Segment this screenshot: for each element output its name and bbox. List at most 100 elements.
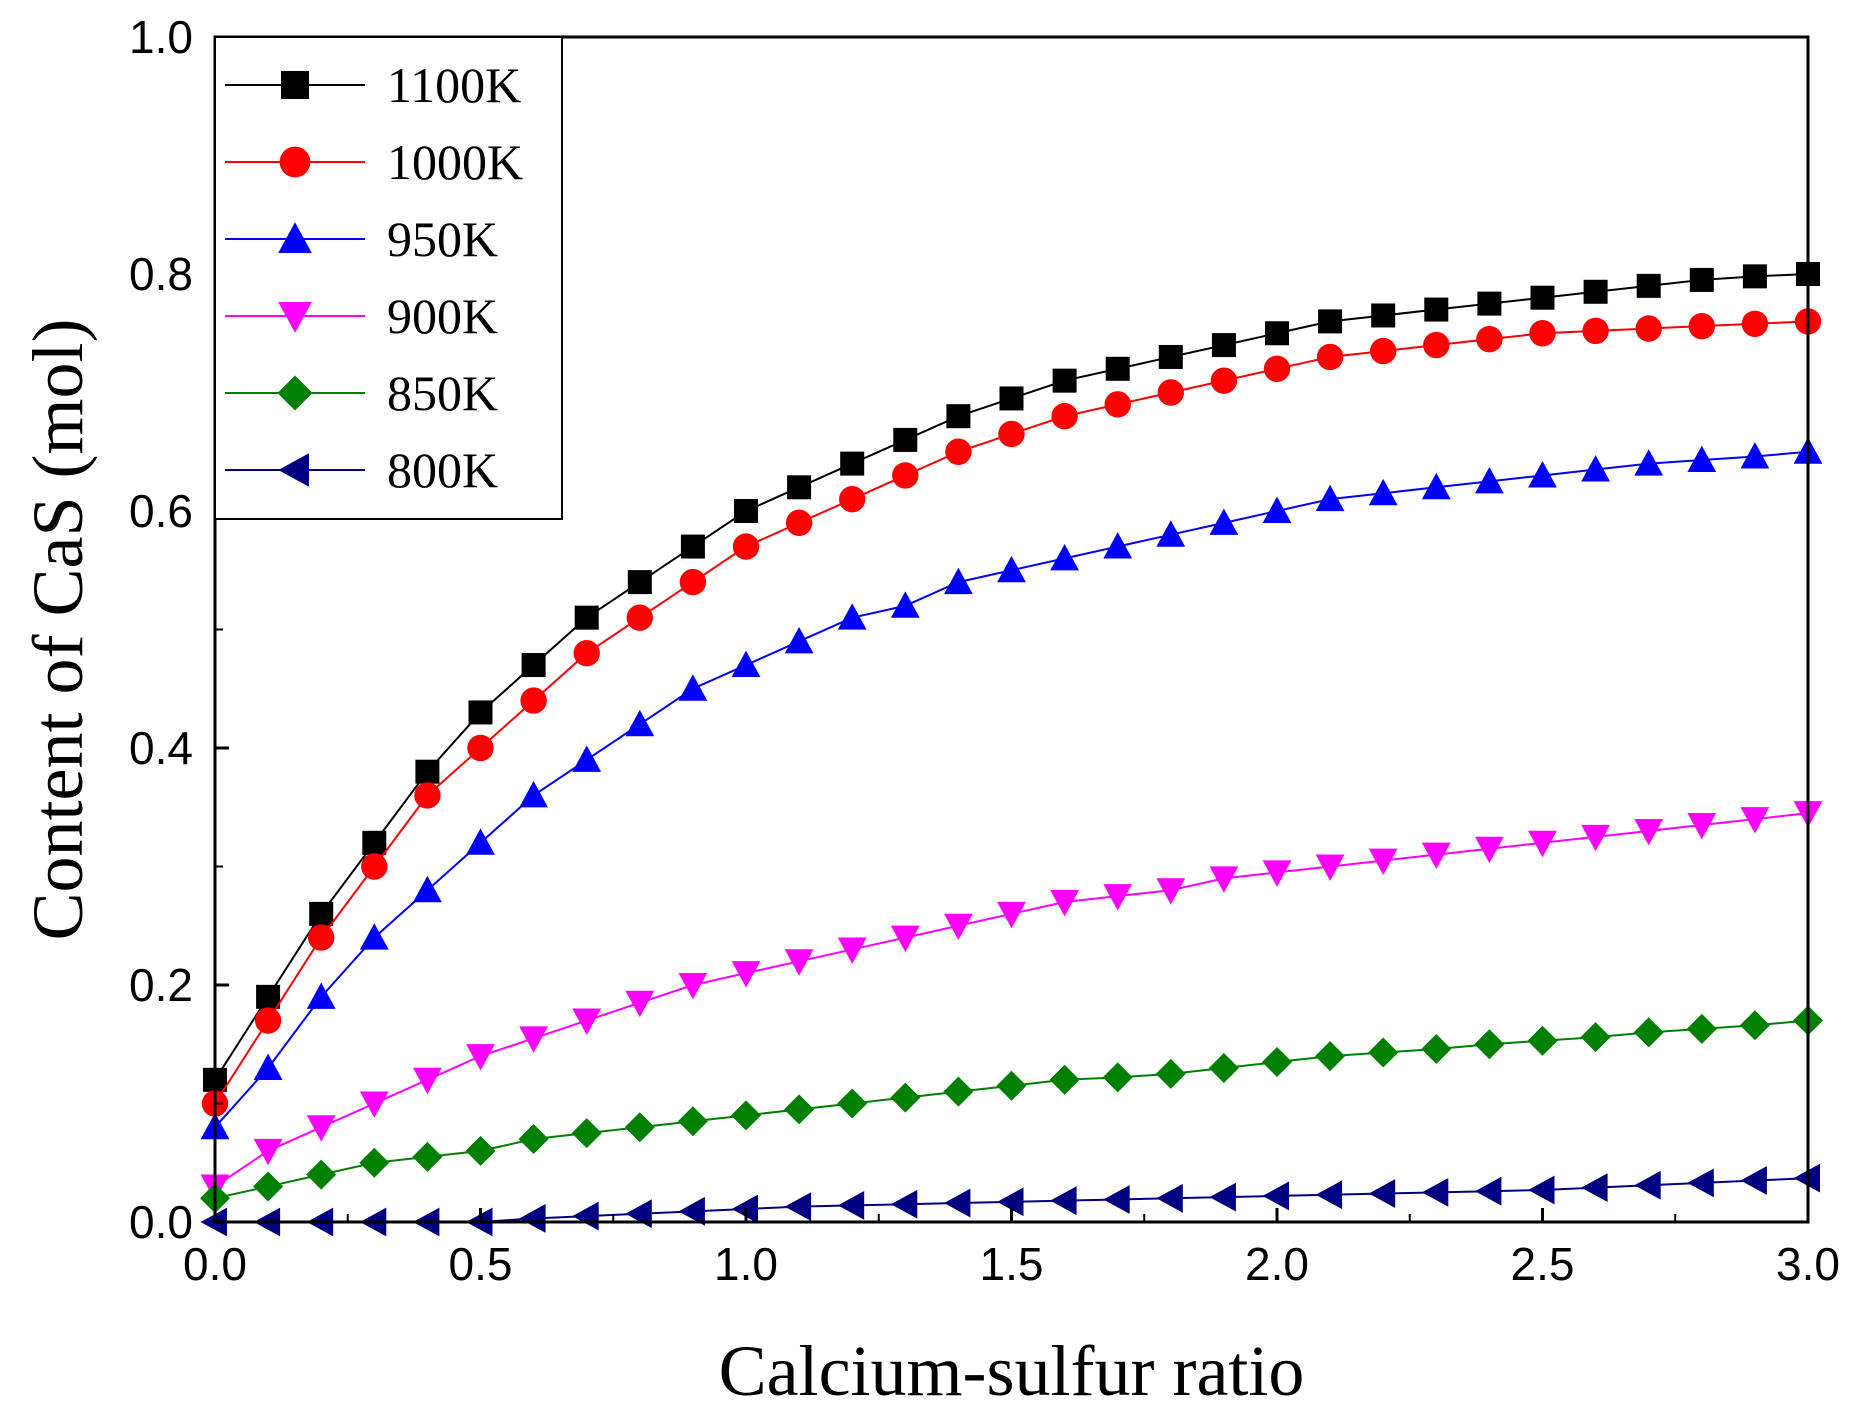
data-point: [1155, 1058, 1186, 1089]
data-point: [1371, 303, 1396, 328]
data-point: [1583, 279, 1608, 304]
data-point: [519, 781, 548, 808]
legend-box: [214, 36, 563, 520]
data-point: [1262, 1181, 1289, 1211]
data-point: [624, 1112, 655, 1143]
data-point: [1581, 455, 1610, 482]
legend-item-1100K: 1100K: [225, 57, 521, 113]
legend-marker: [278, 302, 312, 333]
y-tick-label: 0.2: [129, 959, 193, 1011]
data-point: [466, 1044, 495, 1071]
data-point: [996, 1070, 1027, 1101]
data-point: [731, 961, 761, 988]
legend-item-850K: 850K: [225, 365, 498, 421]
data-point: [890, 1082, 921, 1113]
data-point: [1210, 367, 1238, 394]
data-point: [787, 475, 812, 500]
data-point: [944, 913, 973, 941]
data-point: [1368, 478, 1398, 506]
x-tick-label: 3.0: [1776, 1238, 1840, 1290]
legend-marker: [279, 146, 311, 178]
data-point: [1315, 484, 1345, 512]
data-point: [1474, 1029, 1505, 1060]
y-tick-label: 0.4: [129, 722, 193, 774]
data-point: [359, 1147, 390, 1178]
data-point: [1686, 1013, 1717, 1044]
data-point: [1740, 807, 1770, 834]
data-point: [1529, 320, 1556, 347]
data-point: [306, 982, 336, 1009]
data-point: [1530, 285, 1555, 310]
data-point: [890, 1189, 918, 1219]
data-point: [519, 1026, 548, 1053]
data-point: [1582, 317, 1609, 345]
x-tick-label: 1.0: [714, 1238, 778, 1290]
data-point: [1050, 1186, 1077, 1216]
data-point: [678, 674, 708, 701]
data-point: [1262, 1047, 1292, 1078]
data-point: [734, 499, 758, 523]
x-axis-title: Calcium-sulfur ratio: [719, 1331, 1305, 1411]
data-point: [1688, 312, 1716, 340]
data-point: [731, 1100, 761, 1131]
data-point: [1739, 1010, 1770, 1041]
data-point: [1156, 878, 1186, 905]
data-point: [571, 1118, 602, 1149]
data-point: [253, 1138, 283, 1166]
data-point: [1263, 355, 1291, 382]
series-900K: [200, 801, 1823, 1201]
legend-item-900K: 900K: [225, 288, 498, 344]
data-point: [943, 1076, 974, 1107]
data-point: [309, 901, 334, 926]
data-point: [521, 653, 546, 678]
data-point: [306, 1159, 337, 1190]
data-point: [679, 568, 707, 596]
data-point: [1687, 813, 1717, 840]
data-point: [1687, 1168, 1714, 1198]
data-point: [1634, 1170, 1661, 1200]
data-point: [1636, 273, 1661, 298]
data-point: [893, 427, 918, 452]
data-point: [999, 386, 1024, 411]
x-tick-label: 1.5: [980, 1238, 1044, 1290]
y-tick-label: 1.0: [129, 11, 193, 63]
data-point: [1424, 297, 1449, 322]
data-point: [1158, 344, 1183, 369]
data-point: [1528, 461, 1557, 488]
data-point: [1370, 337, 1397, 365]
legend-item-950K: 950K: [225, 211, 498, 267]
data-point: [1580, 1022, 1611, 1053]
data-point: [1634, 818, 1664, 846]
data-point: [1157, 379, 1185, 406]
data-point: [998, 420, 1025, 448]
data-point: [308, 924, 335, 951]
data-point: [362, 830, 387, 855]
data-point: [1368, 1037, 1399, 1068]
data-point: [732, 533, 760, 560]
legend-label: 850K: [387, 365, 498, 421]
data-point: [572, 745, 602, 772]
data-point: [415, 759, 440, 784]
data-point: [253, 1171, 284, 1202]
data-point: [837, 1191, 865, 1220]
data-point: [1049, 1064, 1080, 1095]
x-tick-label: 0.5: [449, 1238, 513, 1290]
data-point: [890, 591, 920, 618]
data-point: [1475, 1176, 1502, 1206]
data-point: [1421, 1177, 1449, 1207]
data-point: [253, 1053, 283, 1080]
data-point: [1421, 842, 1451, 870]
data-point: [626, 604, 653, 631]
data-point: [678, 973, 708, 1000]
data-point: [837, 603, 867, 630]
data-point: [1315, 1180, 1343, 1210]
data-point: [573, 640, 600, 667]
data-point: [1050, 890, 1079, 917]
data-point: [1740, 442, 1770, 469]
data-point: [625, 990, 655, 1018]
legend-item-1000K: 1000K: [225, 134, 523, 190]
legend-label: 1100K: [387, 57, 521, 113]
data-point: [890, 925, 920, 952]
data-point: [1687, 445, 1717, 473]
